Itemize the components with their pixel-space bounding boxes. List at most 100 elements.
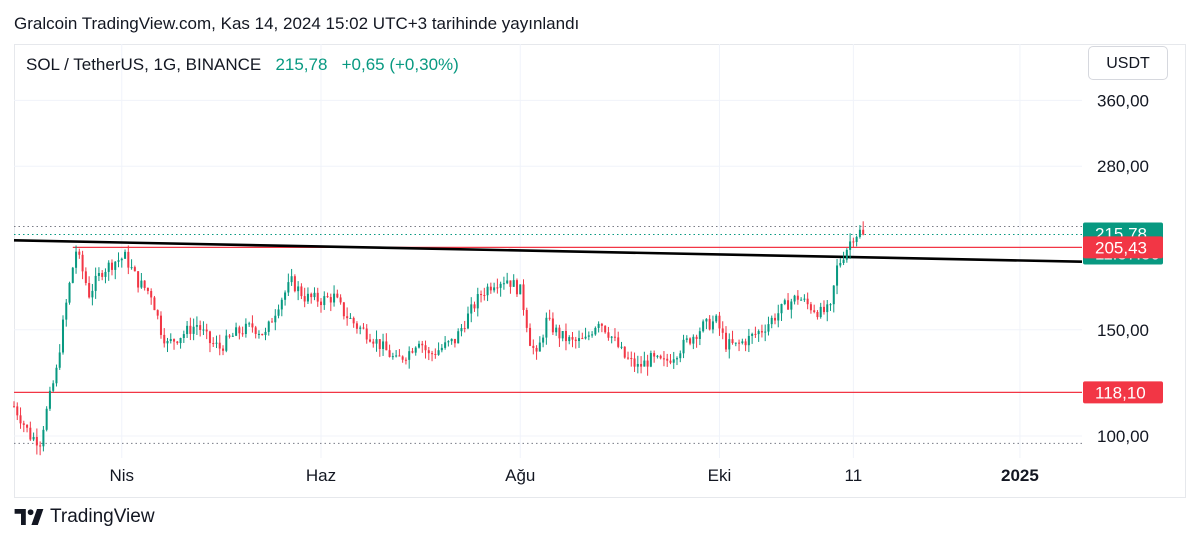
candle-body (382, 341, 385, 349)
candle-body (94, 275, 97, 291)
tradingview-brand[interactable]: TradingView (14, 506, 155, 528)
candle-body (437, 350, 440, 355)
candle-body (137, 271, 140, 288)
candle-body (574, 339, 577, 342)
candle-body (551, 318, 554, 333)
candle-body (267, 321, 270, 332)
candle-body (675, 358, 679, 360)
candle-body (751, 333, 754, 336)
candle-body (310, 293, 313, 298)
candle-body (107, 262, 110, 272)
candle-body (555, 327, 558, 333)
candle-body (81, 254, 84, 272)
candle-body (78, 251, 81, 255)
candle-body (636, 363, 639, 367)
candle-body (617, 337, 620, 347)
candle-body (711, 321, 714, 330)
candle-body (156, 310, 159, 316)
candle-body (672, 359, 675, 363)
candle-body (254, 327, 257, 334)
candle-body (431, 353, 434, 355)
candle-body (159, 315, 162, 335)
candle-body (741, 341, 744, 344)
candle-body (271, 321, 274, 323)
price-tag-label: 118,10 (1095, 383, 1146, 402)
candle-body (19, 415, 22, 424)
candle-body (280, 299, 283, 310)
currency-button[interactable]: USDT (1088, 46, 1168, 80)
candle-body (793, 295, 796, 302)
candle-body (836, 265, 839, 286)
candle-body (633, 358, 636, 367)
candle-body (483, 295, 486, 297)
candle-body (734, 342, 737, 344)
candle-body (120, 258, 123, 261)
candle-body (297, 286, 300, 292)
candle-body (75, 251, 78, 268)
candle-body (26, 424, 29, 428)
candle-body (385, 341, 388, 351)
candle-body (855, 236, 858, 242)
candle-body (127, 251, 130, 268)
candle-body (724, 332, 728, 350)
candle-body (52, 383, 55, 391)
candle-body (336, 293, 339, 298)
candle-body (561, 331, 564, 339)
candle-body (176, 341, 179, 344)
candle-body (568, 337, 571, 342)
candle-body (764, 331, 767, 333)
x-tick-label: Haz (306, 466, 336, 485)
candle-body (809, 304, 812, 311)
symbol-legend: SOL / TetherUS, 1G, BINANCE 215,78 +0,65… (26, 55, 459, 75)
grid-layer (14, 44, 1082, 458)
candle-body (61, 319, 65, 353)
candle-body (594, 327, 597, 335)
candle-body (434, 353, 437, 355)
candle-body (248, 323, 251, 325)
candle-body (578, 338, 581, 342)
symbol-name: SOL / TetherUS, 1G, BINANCE (26, 55, 262, 74)
candle-body (613, 336, 616, 338)
candle-body (744, 341, 747, 346)
candle-body (150, 291, 153, 298)
tradingview-logo-icon (14, 509, 44, 525)
candle-body (293, 276, 296, 292)
candle-body (12, 406, 16, 408)
candle-body (104, 271, 107, 277)
price-axis: 100,00 150,00 280,00 360,00 (1097, 91, 1149, 446)
candle-body (411, 351, 414, 353)
candle-body (564, 331, 567, 342)
candle-body (525, 309, 528, 328)
candle-body (770, 317, 773, 325)
candle-body (143, 280, 146, 288)
candle-body (695, 336, 698, 339)
candle-body (228, 335, 231, 337)
candle-body (502, 283, 505, 285)
candle-body (212, 343, 215, 345)
candle-body (251, 323, 254, 328)
candle-body (754, 333, 757, 335)
y-tick-label: 280,00 (1097, 157, 1149, 176)
candle-body (489, 286, 492, 291)
candle-body (346, 316, 349, 319)
candle-body (757, 331, 760, 335)
level-lines-layer (14, 246, 1082, 394)
candle-body (480, 294, 483, 296)
candle-body (542, 337, 545, 343)
candle-body (780, 303, 783, 314)
candle-body (101, 273, 104, 277)
candle-body (261, 333, 264, 336)
x-tick-label: Ağu (505, 466, 535, 485)
candle-body (698, 331, 701, 339)
candle-body (499, 283, 502, 288)
candle-body (509, 280, 512, 287)
candle-body (323, 296, 326, 306)
candle-body (646, 360, 649, 367)
price-change: +0,65 (+0,30%) (341, 55, 459, 74)
candle-body (110, 262, 113, 270)
candle-body (362, 327, 365, 329)
candle-body (319, 301, 323, 306)
candle-body (339, 297, 342, 303)
y-tick-label: 360,00 (1097, 91, 1149, 110)
